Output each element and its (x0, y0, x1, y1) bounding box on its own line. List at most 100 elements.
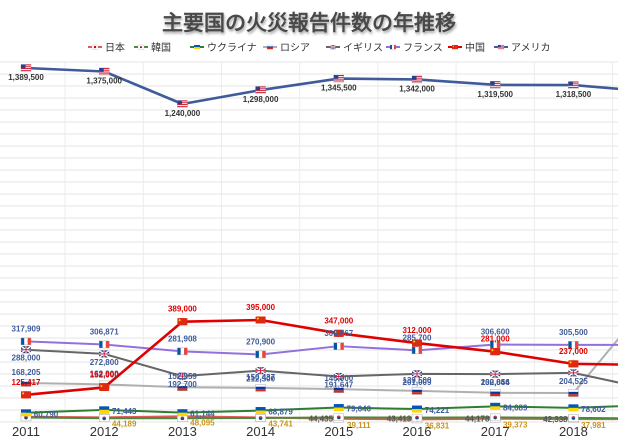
flag-ru-icon (266, 44, 274, 50)
flag-cn-icon (177, 318, 188, 326)
flag-us-icon (568, 81, 579, 89)
data-label: 1,342,000 (399, 84, 435, 93)
flag-ru-icon (568, 389, 579, 397)
flag-gb-icon (489, 370, 501, 379)
flag-cn-icon (412, 339, 422, 347)
flag-us-icon (255, 86, 266, 94)
flag-gb-icon (20, 345, 32, 354)
flag-gb-icon (98, 349, 110, 358)
flag-ua-icon (99, 406, 110, 414)
data-label: 145,900 (324, 374, 353, 383)
legend-label: ウクライナ (207, 42, 257, 54)
data-label: 192,700 (168, 380, 197, 389)
flag-us-icon (177, 100, 188, 108)
data-label: 43,741 (268, 420, 293, 429)
flag-ua-icon (490, 402, 501, 410)
x-tick-label: 2018 (559, 424, 588, 439)
flag-kr-icon (255, 414, 266, 422)
flag-cn-icon (452, 45, 458, 50)
x-tick-label: 2014 (246, 424, 275, 439)
data-label: 270,900 (246, 337, 275, 346)
grid (0, 61, 618, 423)
legend-item-gb: イギリス (326, 42, 383, 54)
flag-kr-icon (568, 414, 579, 422)
data-label: 44,189 (112, 419, 137, 428)
legend-label: ロシア (280, 43, 310, 54)
legend-label: イギリス (343, 42, 383, 54)
flag-us-icon (497, 44, 505, 50)
data-label: 200,056 (481, 378, 510, 387)
flag-ru-icon (20, 379, 32, 387)
data-label: 237,000 (559, 347, 588, 356)
flag-cn-icon (490, 348, 501, 356)
flag-fr-icon (389, 44, 397, 50)
flag-ua-icon (177, 409, 188, 417)
data-label: 1,240,000 (165, 109, 201, 118)
flag-ru-icon (411, 387, 423, 395)
data-label: 61,144 (190, 410, 215, 419)
flag-kr-icon (137, 44, 145, 50)
data-label: 44,178 (465, 414, 490, 423)
flag-ua-icon (412, 405, 422, 413)
data-label: 79,640 (347, 405, 372, 414)
flag-cn-icon (21, 391, 31, 399)
data-label: 395,000 (246, 303, 275, 312)
x-tick-label: 2016 (403, 424, 432, 439)
legend-item-jp: 日本 (88, 41, 125, 54)
data-label: 84,089 (503, 403, 528, 412)
data-label: 306,600 (481, 328, 510, 337)
flag-fr-icon (177, 347, 188, 356)
series-cn (21, 316, 618, 399)
data-label: 42,338 (543, 415, 568, 424)
flag-kr-icon (20, 413, 32, 422)
flag-gb-icon (411, 369, 423, 378)
data-label: 281,000 (481, 335, 510, 344)
flag-ru-icon (490, 389, 501, 397)
legend-label: アメリカ (511, 42, 551, 54)
data-label: 1,319,500 (477, 90, 513, 99)
flag-gb-icon (329, 44, 337, 50)
series-fr (20, 337, 618, 359)
flag-gb-icon (176, 372, 188, 381)
flag-gb-icon (255, 366, 267, 375)
data-label: 288,000 (12, 354, 41, 363)
series-gb (20, 345, 618, 384)
flag-kr-icon (490, 413, 501, 422)
flag-ua-icon (333, 404, 344, 412)
flag-cn-icon (255, 316, 266, 324)
data-label: 168,205 (12, 368, 41, 377)
flag-ru-icon (255, 384, 266, 392)
legend-item-us: アメリカ (494, 42, 551, 54)
series-ua (21, 402, 618, 417)
flag-kr-icon (333, 413, 344, 422)
legend-label: 中国 (465, 41, 485, 54)
flag-cn-icon (333, 329, 344, 337)
series-us (20, 64, 618, 108)
data-label: 132,844 (481, 378, 510, 387)
legend-item-fr: フランス (386, 42, 443, 54)
data-label: 201,009 (403, 378, 432, 387)
flag-gb-icon (567, 368, 579, 377)
flag-fr-icon (98, 340, 110, 349)
data-label: 285,700 (403, 333, 432, 342)
flag-kr-icon (411, 413, 423, 422)
flag-fr-icon (568, 341, 579, 349)
legend-label: フランス (403, 42, 443, 54)
flag-ua-icon (194, 45, 200, 50)
data-label: 272,800 (90, 358, 119, 367)
data-label: 68,879 (268, 408, 293, 417)
chart-title: 主要国の火災報告件数の年推移 (162, 11, 456, 35)
flag-us-icon (490, 81, 501, 89)
x-tick-label: 2013 (168, 424, 197, 439)
legend-item-ua: ウクライナ (190, 42, 257, 54)
data-label: 48,095 (190, 418, 215, 427)
data-label: 347,000 (324, 316, 353, 325)
legend-item-ru: ロシア (263, 43, 310, 54)
x-tick-label: 2017 (481, 424, 510, 439)
data-label: 39,111 (347, 421, 371, 430)
data-label: 71,443 (112, 407, 137, 416)
data-label: 162,900 (90, 369, 119, 378)
legend-label: 韓国 (151, 42, 171, 54)
data-labels: 44,189 48,095 43,741 39,111 36,831 39,373 37,9… (8, 73, 606, 430)
